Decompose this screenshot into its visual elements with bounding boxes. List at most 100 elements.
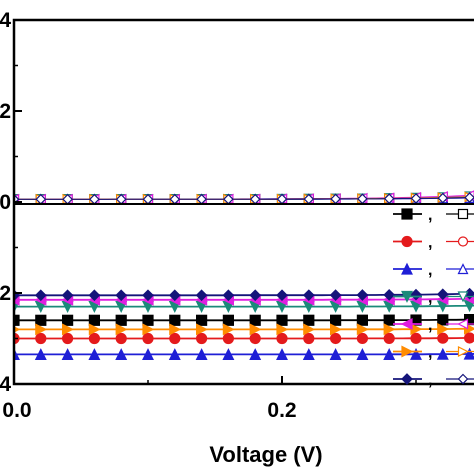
series-point-2 <box>410 347 422 360</box>
series-point-2 <box>34 348 47 361</box>
dark-series-line-5 <box>14 196 474 200</box>
series-point-0 <box>115 314 127 326</box>
legend-marker <box>457 373 469 385</box>
series-point-2 <box>436 347 449 360</box>
series-line-1 <box>14 337 474 340</box>
series-4 <box>14 293 474 306</box>
series-point-2 <box>61 348 74 361</box>
series-point-1 <box>249 332 261 345</box>
series-point-1 <box>142 332 154 345</box>
series-point-1 <box>383 332 395 345</box>
y-tick-label: 4 <box>0 373 11 396</box>
curves-layer <box>14 190 474 361</box>
y-tick-label: 2 <box>0 100 11 123</box>
legend-marker <box>401 262 413 275</box>
series-point-1 <box>464 332 474 344</box>
dark-series-line-6 <box>14 196 474 200</box>
dark-series-line-0 <box>14 196 474 200</box>
legend-separator: , <box>428 290 432 307</box>
dark-series-4 <box>14 190 474 205</box>
series-point-0 <box>169 314 181 326</box>
x-tick-label: 0.2 <box>267 399 296 422</box>
series-2 <box>14 347 474 361</box>
series-point-6 <box>61 289 74 302</box>
series-point-6 <box>222 289 235 302</box>
series-point-6 <box>276 289 288 302</box>
series-point-0 <box>196 314 208 326</box>
series-point-1 <box>115 332 127 345</box>
dark-series-2 <box>14 192 474 205</box>
series-point-0 <box>437 314 449 326</box>
series-point-0 <box>276 314 288 326</box>
legend-marker <box>457 208 469 220</box>
series-point-1 <box>437 332 449 344</box>
series-point-5 <box>330 323 342 336</box>
series-point-0 <box>61 314 74 326</box>
series-point-2 <box>115 348 128 361</box>
series-point-5 <box>437 323 450 335</box>
series-point-5 <box>142 323 155 336</box>
series-point-0 <box>383 314 395 326</box>
series-point-0 <box>356 314 368 326</box>
series-point-6 <box>436 288 449 301</box>
series-point-0 <box>249 314 261 326</box>
legend-entry-1: , <box>393 235 474 252</box>
series-point-1 <box>88 332 101 345</box>
series-line-6 <box>14 292 474 297</box>
series-point-6 <box>34 289 47 302</box>
dark-series-line-1 <box>14 196 474 200</box>
series-point-1 <box>330 332 342 345</box>
series-point-5 <box>222 323 235 336</box>
series-point-5 <box>356 323 369 336</box>
dark-series-line-4 <box>14 194 474 200</box>
legend-marker <box>401 373 413 385</box>
series-point-2 <box>383 348 396 360</box>
series-point-0 <box>464 314 474 326</box>
series-point-5 <box>249 323 262 336</box>
legend: ,,,,,,, <box>393 207 474 389</box>
series-1 <box>14 332 474 345</box>
series-point-5 <box>410 323 423 336</box>
legend-separator: , <box>428 345 432 362</box>
series-point-2 <box>222 348 235 361</box>
x-tick-label: 0.0 <box>2 399 31 422</box>
series-6 <box>14 287 474 302</box>
series-point-2 <box>88 348 101 361</box>
legend-marker <box>401 208 413 220</box>
legend-entry-2: , <box>393 262 474 279</box>
series-point-5 <box>169 323 182 336</box>
series-point-6 <box>356 289 369 301</box>
series-point-0 <box>303 314 315 326</box>
dark-series-point-6 <box>437 192 449 204</box>
series-point-0 <box>222 314 234 326</box>
legend-separator: , <box>428 207 432 224</box>
series-point-6 <box>302 289 315 302</box>
series-point-1 <box>61 332 74 345</box>
legend-marker <box>457 318 469 330</box>
series-point-1 <box>303 332 315 345</box>
y-tick-label: 2 <box>0 282 11 305</box>
series-line-3 <box>14 304 474 308</box>
series-line-4 <box>14 297 474 301</box>
series-0 <box>14 314 474 326</box>
series-point-5 <box>303 323 316 336</box>
series-line-2 <box>14 353 474 356</box>
series-point-0 <box>142 314 154 326</box>
legend-entry-3: , <box>393 290 474 307</box>
series-point-0 <box>88 314 101 326</box>
legend-marker <box>457 236 469 247</box>
series-point-5 <box>61 323 74 336</box>
dark-series-line-2 <box>14 197 474 200</box>
series-point-6 <box>168 289 181 302</box>
series-point-5 <box>383 323 396 336</box>
series-point-1 <box>222 332 234 345</box>
series-point-2 <box>168 348 181 361</box>
legend-marker <box>457 291 469 303</box>
legend-separator: , <box>428 317 432 334</box>
series-point-2 <box>463 347 474 360</box>
legend-separator: , <box>428 235 432 252</box>
legend-separator: , <box>428 372 432 389</box>
series-point-5 <box>196 323 208 336</box>
